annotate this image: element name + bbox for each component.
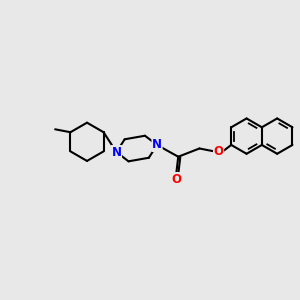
Text: O: O xyxy=(214,145,224,158)
Text: N: N xyxy=(112,146,122,159)
Text: N: N xyxy=(152,138,162,152)
Text: O: O xyxy=(171,172,181,186)
